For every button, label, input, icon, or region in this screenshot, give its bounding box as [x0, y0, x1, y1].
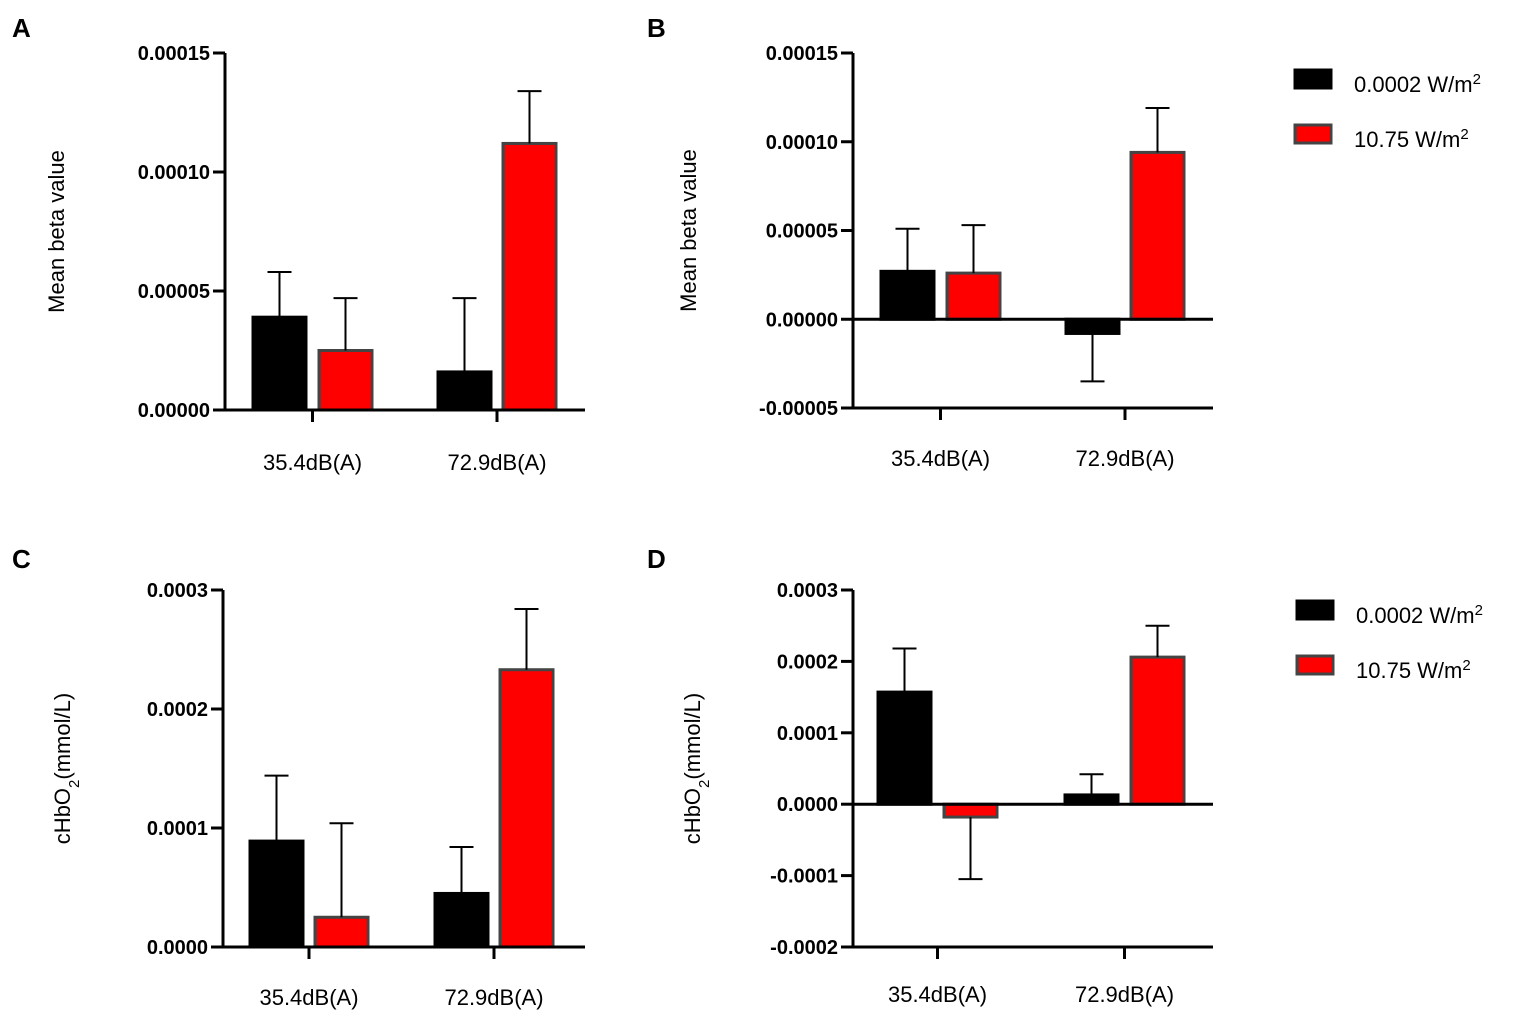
y-tick-label: -0.0002 [770, 937, 838, 959]
legend: 0.0002 W/m2 10.75 W/m2 [1295, 599, 1483, 684]
y-tick-label: 0.00000 [766, 309, 838, 331]
y-tick-label: -0.0001 [770, 866, 838, 888]
category-label: 72.9dB(A) [1075, 982, 1174, 1007]
bar-red-high [498, 668, 555, 949]
legend-label: 10.75 W/m2 [1354, 126, 1469, 153]
category-label: 72.9dB(A) [1075, 446, 1174, 471]
bar-black-low [876, 690, 933, 806]
panel-letter: D [647, 544, 666, 574]
legend: 0.0002 W/m2 10.75 W/m2 [1293, 68, 1481, 153]
y-tick-label: 0.0000 [147, 937, 208, 959]
bar-red-low [317, 349, 374, 412]
y-tick-label: 0.0002 [777, 651, 838, 673]
panel-a: A 0.00000 0.00005 0.00010 0.00015 35.4dB(A) 72… [12, 13, 585, 475]
category-label: 72.9dB(A) [444, 985, 543, 1010]
panel-letter: B [647, 13, 666, 43]
category-label: 35.4dB(A) [891, 446, 990, 471]
y-axis-title: Mean beta value [676, 149, 701, 312]
bar-red-low [942, 802, 999, 819]
y-tick-label: 0.0002 [147, 699, 208, 721]
bar-red-low [313, 915, 370, 949]
category-label: 35.4dB(A) [888, 982, 987, 1007]
legend-label: 0.0002 W/m2 [1354, 71, 1481, 98]
legend-swatch-black [1295, 599, 1335, 621]
legend-swatch-red [1293, 123, 1333, 145]
bar-black-high [433, 891, 490, 949]
legend-label: 0.0002 W/m2 [1356, 602, 1483, 629]
y-tick-label: 0.0003 [147, 580, 208, 602]
y-tick-label: 0.00010 [766, 132, 838, 154]
y-tick-label: 0.0001 [147, 818, 208, 840]
legend-label: 10.75 W/m2 [1356, 657, 1471, 684]
legend-swatch-black [1293, 68, 1333, 90]
y-tick-label: 0.00010 [138, 162, 210, 184]
y-tick-label: 0.00005 [766, 221, 838, 243]
bar-black-low [251, 315, 308, 412]
bar-black-high [436, 370, 493, 412]
y-tick-label: 0.00005 [138, 281, 210, 303]
bar-red-high [1129, 655, 1186, 806]
y-tick-label: 0.0000 [777, 794, 838, 816]
bar-red-high [501, 141, 558, 412]
bar-black-low [879, 269, 936, 321]
y-axis-title: cHbO2(mmol/L) [680, 693, 713, 844]
bar-black-low [248, 839, 305, 949]
bar-black-high [1064, 317, 1121, 335]
panel-d: D -0.0002 -0.0001 0.0000 0.0001 0.0002 0.0003 3… [647, 544, 1213, 1007]
panel-b: B -0.00005 0.00000 0.00005 0.00010 0.00015 35.… [647, 13, 1213, 471]
y-tick-label: 0.0003 [777, 580, 838, 602]
panel-letter: C [12, 544, 31, 574]
category-label: 72.9dB(A) [447, 450, 546, 475]
y-tick-label: 0.00015 [766, 43, 838, 65]
y-axis-title: cHbO2(mmol/L) [50, 693, 83, 844]
y-tick-label: -0.00005 [759, 398, 838, 420]
category-label: 35.4dB(A) [263, 450, 362, 475]
y-axis-title: Mean beta value [44, 150, 69, 313]
y-tick-label: 0.00000 [138, 400, 210, 422]
panel-c: C 0.0000 0.0001 0.0002 0.0003 35.4dB(A) 72.9dB… [12, 544, 585, 1010]
bar-red-low [945, 271, 1002, 321]
legend-swatch-red [1295, 654, 1335, 676]
category-label: 35.4dB(A) [259, 985, 358, 1010]
y-tick-label: 0.0001 [777, 723, 838, 745]
panel-letter: A [12, 13, 31, 43]
bar-red-high [1129, 150, 1186, 321]
y-tick-label: 0.00015 [138, 43, 210, 65]
